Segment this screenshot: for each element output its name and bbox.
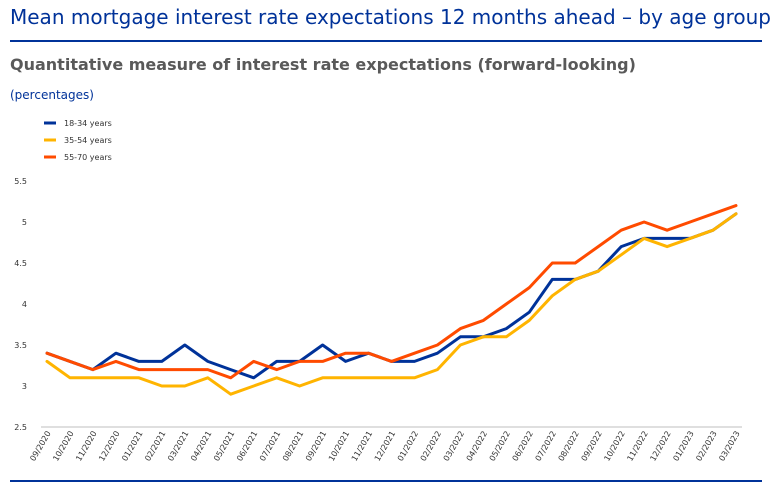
- x-tick-label: 03/2022: [442, 430, 466, 463]
- x-tick-label: 05/2022: [488, 430, 512, 463]
- x-tick-label: 07/2021: [258, 430, 282, 463]
- x-tick-label: 06/2021: [235, 430, 259, 463]
- y-tick-label: 5: [22, 218, 27, 227]
- legend-label: 18-34 years: [64, 119, 112, 128]
- x-tick-label: 03/2021: [166, 430, 190, 463]
- footer-divider: [10, 480, 762, 482]
- x-tick-label: 11/2022: [625, 430, 649, 463]
- y-tick-label: 5.5: [14, 177, 27, 186]
- x-tick-label: 08/2022: [557, 430, 581, 463]
- x-tick-label: 11/2020: [74, 430, 98, 463]
- x-tick-label: 01/2023: [671, 430, 695, 463]
- y-tick-label: 4: [22, 300, 27, 309]
- x-tick-label: 10/2021: [327, 430, 351, 463]
- series-lines: [45, 204, 738, 396]
- x-tick-label: 08/2021: [281, 430, 305, 463]
- y-tick-label: 2.5: [14, 423, 27, 432]
- title-divider: [10, 40, 762, 42]
- x-tick-label: 04/2021: [189, 430, 213, 463]
- x-tick-label: 07/2022: [534, 430, 558, 463]
- y-tick-label: 4.5: [14, 259, 27, 268]
- series-line-18-34-years: [45, 212, 738, 380]
- x-tick-label: 03/2023: [717, 430, 741, 463]
- legend-label: 55-70 years: [64, 153, 112, 162]
- x-tick-label: 11/2021: [350, 430, 374, 463]
- x-tick-label: 12/2022: [648, 430, 672, 463]
- x-tick-label: 09/2021: [304, 430, 328, 463]
- x-tick-label: 01/2022: [396, 430, 420, 463]
- chart-subtitle: Quantitative measure of interest rate ex…: [10, 55, 636, 74]
- y-tick-label: 3: [22, 382, 27, 391]
- x-tick-label: 04/2022: [465, 430, 489, 463]
- x-tick-label: 06/2022: [511, 430, 535, 463]
- x-tick-label: 12/2021: [373, 430, 397, 463]
- x-tick-label: 02/2021: [143, 430, 167, 463]
- chart-title: Mean mortgage interest rate expectations…: [10, 5, 771, 29]
- axes: 2.533.544.555.509/202010/202011/202012/2…: [14, 177, 742, 463]
- x-tick-label: 02/2023: [694, 430, 718, 463]
- x-tick-label: 09/2020: [28, 430, 52, 463]
- series-line-35-54-years: [45, 212, 738, 396]
- y-tick-label: 3.5: [14, 341, 27, 350]
- x-tick-label: 02/2022: [419, 430, 443, 463]
- x-tick-label: 10/2020: [51, 430, 75, 463]
- x-tick-label: 10/2022: [602, 430, 626, 463]
- unit-label: (percentages): [10, 88, 94, 102]
- x-tick-label: 05/2021: [212, 430, 236, 463]
- x-tick-label: 12/2020: [97, 430, 121, 463]
- x-tick-label: 09/2022: [580, 430, 604, 463]
- legend-label: 35-54 years: [64, 136, 112, 145]
- x-tick-label: 01/2021: [120, 430, 144, 463]
- legend: 18-34 years 35-54 years 55-70 years: [44, 119, 112, 162]
- series-line-55-70-years: [45, 204, 738, 380]
